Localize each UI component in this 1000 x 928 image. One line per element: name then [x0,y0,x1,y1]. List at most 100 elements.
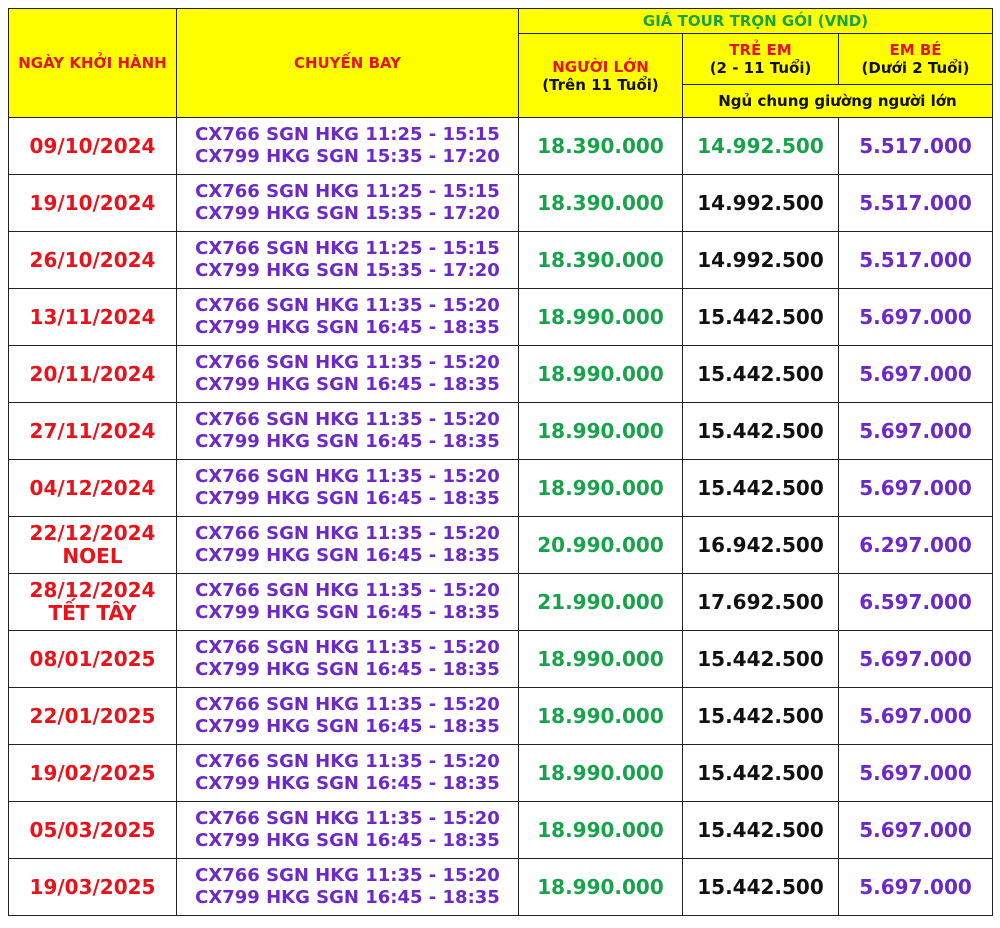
header-child-sub: (2 - 11 Tuổi) [709,59,812,77]
outbound-flight: CX766 SGN HKG 11:25 - 15:15 [195,181,500,202]
table-row: 05/03/2025 CX766 SGN HKG 11:35 - 15:20 CX7… [8,801,993,859]
table-row: 20/11/2024 CX766 SGN HKG 11:35 - 15:20 CX7… [8,345,993,403]
departure-date-cell: 04/12/2024 [8,459,177,517]
adult-price: 21.990.000 [518,573,683,631]
return-flight: CX799 HKG SGN 16:45 - 18:35 [195,659,500,680]
child-price: 14.992.500 [682,231,839,289]
return-flight: CX799 HKG SGN 16:45 - 18:35 [195,374,500,395]
adult-price: 18.990.000 [518,858,683,916]
departure-date: 19/02/2025 [29,760,156,785]
infant-price: 6.297.000 [838,516,993,574]
header-shared-bed-note-label: Ngủ chung giường người lớn [718,92,957,110]
table-row: 22/01/2025 CX766 SGN HKG 11:35 - 15:20 CX7… [8,687,993,745]
flight-cell: CX766 SGN HKG 11:35 - 15:20 CX799 HKG SGN… [176,345,519,403]
table-row: 09/10/2024 CX766 SGN HKG 11:25 - 15:15 CX7… [8,117,993,175]
departure-date-cell: 28/12/2024 TẾT TÂY [8,573,177,631]
infant-price: 5.697.000 [838,630,993,688]
flight-cell: CX766 SGN HKG 11:35 - 15:20 CX799 HKG SGN… [176,402,519,460]
departure-date: 08/01/2025 [29,646,156,671]
outbound-flight: CX766 SGN HKG 11:35 - 15:20 [195,295,500,316]
outbound-flight: CX766 SGN HKG 11:35 - 15:20 [195,523,500,544]
infant-price: 5.517.000 [838,231,993,289]
departure-date-cell: 26/10/2024 [8,231,177,289]
departure-note: NOEL [62,544,123,568]
table-row: 22/12/2024 NOEL CX766 SGN HKG 11:35 - 15:2… [8,516,993,574]
adult-price: 18.990.000 [518,459,683,517]
outbound-flight: CX766 SGN HKG 11:35 - 15:20 [195,865,500,886]
header-adult-sub: (Trên 11 Tuổi) [542,75,659,94]
adult-price: 18.990.000 [518,687,683,745]
child-price: 15.442.500 [682,801,839,859]
child-price: 14.992.500 [682,174,839,232]
return-flight: CX799 HKG SGN 15:35 - 17:20 [195,203,500,224]
table-row: 26/10/2024 CX766 SGN HKG 11:25 - 15:15 CX7… [8,231,993,289]
outbound-flight: CX766 SGN HKG 11:25 - 15:15 [195,238,500,259]
flight-cell: CX766 SGN HKG 11:35 - 15:20 CX799 HKG SGN… [176,858,519,916]
return-flight: CX799 HKG SGN 16:45 - 18:35 [195,317,500,338]
table-row: 13/11/2024 CX766 SGN HKG 11:35 - 15:20 CX7… [8,288,993,346]
departure-date: 20/11/2024 [29,361,156,386]
table-row: 28/12/2024 TẾT TÂY CX766 SGN HKG 11:35 - 1… [8,573,993,631]
flight-cell: CX766 SGN HKG 11:35 - 15:20 CX799 HKG SGN… [176,801,519,859]
flight-cell: CX766 SGN HKG 11:35 - 15:20 CX799 HKG SGN… [176,288,519,346]
infant-price: 5.697.000 [838,288,993,346]
infant-price: 5.697.000 [838,459,993,517]
departure-date-cell: 27/11/2024 [8,402,177,460]
return-flight: CX799 HKG SGN 16:45 - 18:35 [195,545,500,566]
departure-date-cell: 13/11/2024 [8,288,177,346]
departure-date: 05/03/2025 [29,817,156,842]
departure-date-cell: 08/01/2025 [8,630,177,688]
return-flight: CX799 HKG SGN 16:45 - 18:35 [195,716,500,737]
return-flight: CX799 HKG SGN 16:45 - 18:35 [195,887,500,908]
departure-note: TẾT TÂY [48,601,137,625]
table-row: 04/12/2024 CX766 SGN HKG 11:35 - 15:20 CX7… [8,459,993,517]
departure-date-cell: 05/03/2025 [8,801,177,859]
return-flight: CX799 HKG SGN 16:45 - 18:35 [195,488,500,509]
return-flight: CX799 HKG SGN 16:45 - 18:35 [195,431,500,452]
adult-price: 18.990.000 [518,345,683,403]
departure-date: 04/12/2024 [29,475,156,500]
child-price: 15.442.500 [682,345,839,403]
header-adult: NGƯỜI LỚN (Trên 11 Tuổi) [518,33,683,118]
table-body: 09/10/2024 CX766 SGN HKG 11:25 - 15:15 CX7… [8,117,993,916]
header-departure-date-label: NGÀY KHỞI HÀNH [18,54,167,72]
infant-price: 6.597.000 [838,573,993,631]
flight-cell: CX766 SGN HKG 11:25 - 15:15 CX799 HKG SGN… [176,174,519,232]
infant-price: 5.697.000 [838,858,993,916]
return-flight: CX799 HKG SGN 16:45 - 18:35 [195,830,500,851]
table-row: 27/11/2024 CX766 SGN HKG 11:35 - 15:20 CX7… [8,402,993,460]
outbound-flight: CX766 SGN HKG 11:25 - 15:15 [195,124,500,145]
header-infant-label: EM BÉ [889,41,942,59]
tour-price-table: NGÀY KHỞI HÀNH CHUYẾN BAY GIÁ TOUR TRỌN … [8,8,993,916]
adult-price: 18.390.000 [518,231,683,289]
header-flight: CHUYẾN BAY [176,8,519,118]
child-price: 15.442.500 [682,858,839,916]
header-infant-sub: (Dưới 2 Tuổi) [861,59,970,77]
departure-date-cell: 22/01/2025 [8,687,177,745]
child-price: 15.442.500 [682,687,839,745]
departure-date: 28/12/2024 [29,578,156,602]
header-infant: EM BÉ (Dưới 2 Tuổi) [838,33,993,85]
departure-date: 22/12/2024 [29,521,156,545]
return-flight: CX799 HKG SGN 15:35 - 17:20 [195,146,500,167]
outbound-flight: CX766 SGN HKG 11:35 - 15:20 [195,751,500,772]
header-adult-label: NGƯỜI LỚN [552,57,649,76]
departure-date-cell: 19/03/2025 [8,858,177,916]
adult-price: 18.990.000 [518,744,683,802]
outbound-flight: CX766 SGN HKG 11:35 - 15:20 [195,808,500,829]
child-price: 14.992.500 [682,117,839,175]
flight-cell: CX766 SGN HKG 11:35 - 15:20 CX799 HKG SGN… [176,459,519,517]
outbound-flight: CX766 SGN HKG 11:35 - 15:20 [195,466,500,487]
adult-price: 18.390.000 [518,174,683,232]
return-flight: CX799 HKG SGN 15:35 - 17:20 [195,260,500,281]
departure-date-cell: 09/10/2024 [8,117,177,175]
header-shared-bed-note: Ngủ chung giường người lớn [682,84,993,118]
adult-price: 18.990.000 [518,801,683,859]
infant-price: 5.697.000 [838,345,993,403]
table-row: 08/01/2025 CX766 SGN HKG 11:35 - 15:20 CX7… [8,630,993,688]
departure-date-cell: 20/11/2024 [8,345,177,403]
flight-cell: CX766 SGN HKG 11:35 - 15:20 CX799 HKG SGN… [176,573,519,631]
table-row: 19/10/2024 CX766 SGN HKG 11:25 - 15:15 CX7… [8,174,993,232]
adult-price: 18.990.000 [518,402,683,460]
flight-cell: CX766 SGN HKG 11:35 - 15:20 CX799 HKG SGN… [176,630,519,688]
